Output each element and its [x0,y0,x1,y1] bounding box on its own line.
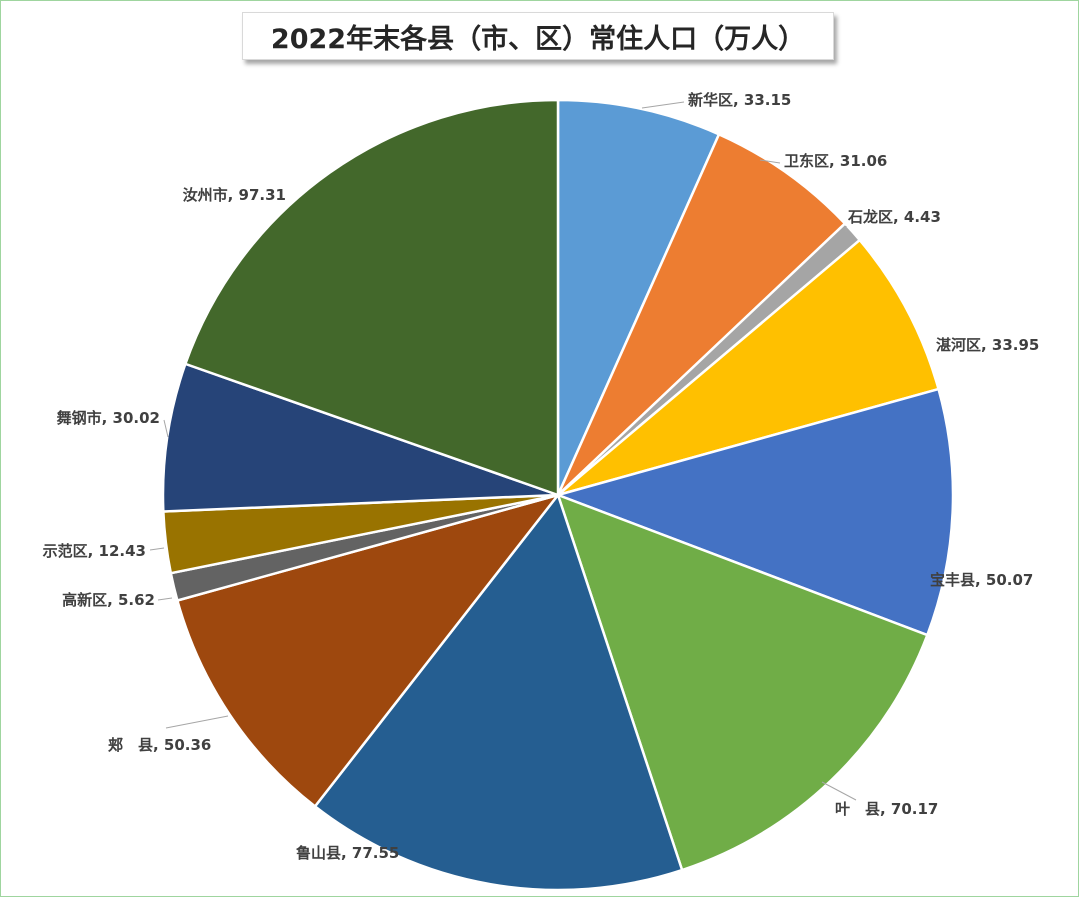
data-label: 鲁山县, 77.55 [296,844,399,862]
data-label: 郏 县, 50.36 [107,736,211,754]
pie-slice [556,133,847,497]
chart-title: 2022年末各县（市、区）常住人口（万人） [242,12,834,60]
data-label: 叶 县, 70.17 [835,800,938,818]
leader-line [641,101,685,109]
data-labels: 新华区, 33.15 卫东区, 31.06 石龙区, 4.43 湛河区, 33.95 宝… [43,91,1040,862]
pie-slice [161,362,560,513]
leader-line [149,547,165,551]
data-label: 舞钢市, 30.02 [57,409,160,427]
pie-slice [556,98,721,497]
data-label: 汝州市, 97.31 [183,186,286,204]
pie-slice [556,238,940,497]
leader-line [157,597,173,601]
leader-line [759,159,781,164]
pie-slice [184,98,560,497]
pie-slice [176,493,560,808]
data-label: 新华区, 33.15 [688,91,791,109]
leader-line [163,419,169,438]
data-label: 石龙区, 4.43 [847,208,941,226]
pie-slice [313,493,684,892]
leader-line [821,781,857,801]
data-label: 示范区, 12.43 [43,542,146,560]
data-label: 湛河区, 33.95 [936,336,1039,354]
pie-slice [556,493,929,872]
data-label: 宝丰县, 50.07 [930,571,1033,589]
pie-slices [161,98,955,892]
pie-slice [556,387,955,637]
data-label: 高新区, 5.62 [62,591,155,609]
leader-line [165,715,229,729]
leader-lines [149,101,857,801]
data-label: 卫东区, 31.06 [784,152,887,170]
